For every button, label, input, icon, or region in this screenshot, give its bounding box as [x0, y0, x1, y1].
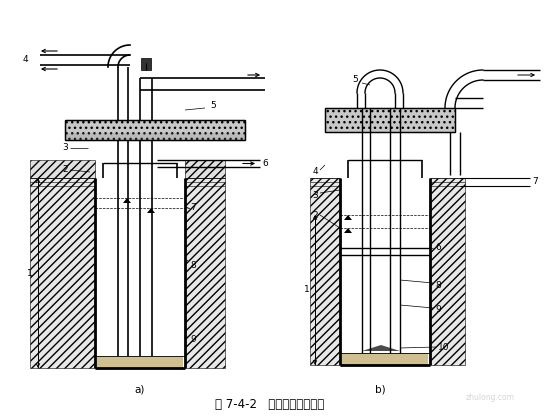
Bar — [185, 178, 225, 368]
Bar — [342, 353, 428, 365]
Text: b): b) — [375, 385, 385, 395]
Polygon shape — [123, 198, 131, 203]
Text: 7: 7 — [190, 203, 196, 211]
Polygon shape — [344, 228, 352, 233]
Text: 7: 7 — [532, 178, 538, 186]
Text: 9: 9 — [190, 335, 196, 344]
Text: 2: 2 — [312, 210, 318, 220]
Polygon shape — [344, 215, 352, 220]
Text: 1: 1 — [27, 268, 33, 277]
Bar — [141, 58, 151, 70]
Bar — [430, 178, 465, 365]
Text: 8: 8 — [435, 280, 441, 290]
Text: 9: 9 — [435, 305, 441, 314]
Text: 10: 10 — [438, 342, 450, 352]
Text: 4: 4 — [22, 55, 28, 64]
Bar — [30, 160, 95, 178]
Text: 6: 6 — [435, 243, 441, 253]
Text: 3: 3 — [312, 191, 318, 200]
Text: 8: 8 — [190, 260, 196, 270]
Bar — [65, 120, 245, 140]
Text: zhulong.com: zhulong.com — [465, 394, 515, 403]
Text: 3: 3 — [62, 144, 68, 153]
Text: 5: 5 — [352, 75, 358, 84]
Text: 6: 6 — [262, 159, 268, 168]
Polygon shape — [147, 208, 155, 213]
Bar — [310, 178, 340, 365]
Text: 2: 2 — [62, 166, 68, 174]
Bar — [97, 356, 183, 368]
Polygon shape — [362, 345, 400, 351]
Text: 5: 5 — [210, 101, 216, 109]
Bar — [325, 108, 455, 132]
Text: 4: 4 — [312, 168, 318, 176]
Text: 1: 1 — [304, 285, 310, 295]
Bar — [185, 160, 225, 178]
Text: a): a) — [135, 385, 145, 395]
Text: 图 7-4-2   吸泥机清孔示意图: 图 7-4-2 吸泥机清孔示意图 — [216, 399, 325, 411]
Bar — [30, 178, 95, 368]
